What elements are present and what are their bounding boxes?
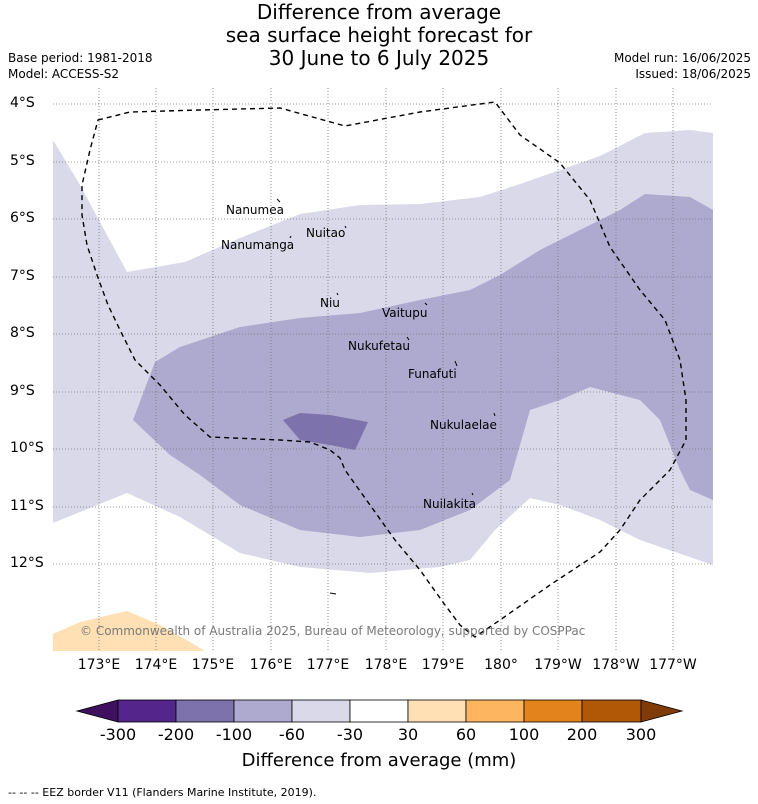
chart-title: Difference from average sea surface heig…	[0, 1, 758, 70]
island-nuilakita	[471, 492, 474, 496]
colorbar-label-300: 300	[625, 725, 657, 744]
colorbar-label-200: 200	[566, 725, 598, 744]
colorbar-label-60: 60	[455, 725, 477, 744]
place-label-nanumea: Nanumea	[226, 203, 284, 217]
lat-label-4s: 4°S	[10, 95, 35, 111]
lat-label-7s: 7°S	[10, 268, 35, 284]
place-label-vaitupu: Vaitupu	[382, 306, 428, 320]
lon-label-179e: 179°E	[421, 657, 465, 673]
colorbar-label-100: 100	[508, 725, 540, 744]
colorbar-bin-6	[407, 699, 467, 723]
colorbar-label-m200: -200	[157, 725, 195, 744]
model-run: Model run: 16/06/2025	[613, 51, 751, 65]
colorbar-title: Difference from average (mm)	[241, 750, 517, 771]
lat-label-6s: 6°S	[10, 210, 35, 226]
colorbar-bin-8	[523, 699, 583, 723]
colorbar	[75, 699, 684, 723]
anomaly-region-medium	[133, 194, 713, 537]
place-label-nuitao: Nuitao	[306, 226, 346, 240]
island-nanumanga	[289, 235, 292, 239]
lat-label-10s: 10°S	[10, 440, 44, 456]
issued-date: Issued: 18/06/2025	[635, 67, 751, 81]
lon-label-178e: 178°E	[364, 657, 408, 673]
anomaly-region-strong	[283, 413, 368, 450]
lat-label-5s: 5°S	[10, 153, 35, 169]
title-line-2: sea surface height forecast for	[225, 23, 533, 47]
place-label-nukulaelae: Nukulaelae	[430, 418, 497, 432]
island-marks	[276, 198, 496, 595]
place-label-nuilakita: Nuilakita	[423, 497, 476, 511]
lat-label-12s: 12°S	[10, 555, 44, 571]
island-nukulaelae	[493, 412, 496, 417]
colorbar-bin-3	[233, 699, 293, 723]
model-name: Model: ACCESS-S2	[8, 67, 120, 81]
island-niu	[336, 292, 339, 296]
island-nanumea	[276, 198, 281, 203]
lon-label-179w: 179°W	[534, 657, 582, 673]
colorbar-bin-4	[291, 699, 351, 723]
eez-border	[81, 101, 687, 638]
latitude-gridlines	[53, 103, 713, 565]
island-vaitupu	[424, 302, 428, 306]
colorbar-extend-high	[640, 699, 684, 723]
lon-label-176e: 176°E	[249, 657, 293, 673]
meta-left: Base period: 1981-2018 Model: ACCESS-S2	[8, 50, 153, 82]
title-line-3: 30 June to 6 July 2025	[268, 46, 490, 70]
lon-label-178w: 178°W	[592, 657, 640, 673]
island-nuitao	[344, 225, 347, 229]
copyright-notice: © Commonwealth of Australia 2025, Bureau…	[80, 624, 586, 638]
lon-label-175e: 175°E	[191, 657, 235, 673]
colorbar-label-m30: -30	[336, 725, 364, 744]
colorbar-bin-9	[581, 699, 642, 723]
place-label-niu: Niu	[320, 296, 340, 310]
place-label-funafuti: Funafuti	[408, 367, 457, 381]
lon-label-177w: 177°W	[649, 657, 697, 673]
title-line-1: Difference from average	[256, 0, 502, 24]
lat-label-8s: 8°S	[10, 325, 35, 341]
meta-right: Model run: 16/06/2025 Issued: 18/06/2025	[614, 50, 751, 82]
colorbar-bin-2	[175, 699, 235, 723]
colorbar-label-m100: -100	[215, 725, 253, 744]
place-label-nanumanga: Nanumanga	[221, 238, 295, 252]
colorbar-label-m300: -300	[99, 725, 137, 744]
base-period: Base period: 1981-2018	[8, 51, 153, 65]
colorbar-label-m60: -60	[278, 725, 306, 744]
lon-label-174e: 174°E	[134, 657, 178, 673]
island-funafuti	[454, 360, 458, 367]
lon-label-173e: 173°E	[77, 657, 121, 673]
lat-label-11s: 11°S	[10, 498, 44, 514]
colorbar-bin-5	[349, 699, 409, 723]
lat-label-9s: 9°S	[10, 383, 35, 399]
longitude-gridlines	[98, 88, 674, 651]
island-nukufetau	[406, 336, 410, 341]
island-south	[329, 592, 337, 595]
lon-label-180: 180°	[484, 657, 518, 673]
colorbar-bin-7	[465, 699, 525, 723]
colorbar-label-30: 30	[397, 725, 419, 744]
eez-legend: -- -- -- EEZ border V11 (Flanders Marine…	[8, 786, 317, 799]
lon-label-177e: 177°E	[306, 657, 350, 673]
place-label-nukufetau: Nukufetau	[348, 339, 411, 353]
colorbar-extend-low	[75, 699, 119, 723]
colorbar-bin-1	[117, 699, 177, 723]
anomaly-region-positive	[53, 611, 205, 651]
